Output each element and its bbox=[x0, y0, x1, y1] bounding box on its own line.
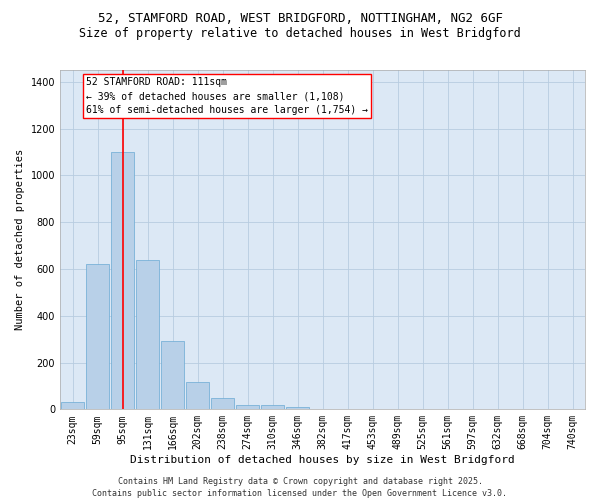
Bar bbox=[186, 382, 209, 409]
Y-axis label: Number of detached properties: Number of detached properties bbox=[15, 149, 25, 330]
Text: 52, STAMFORD ROAD, WEST BRIDGFORD, NOTTINGHAM, NG2 6GF: 52, STAMFORD ROAD, WEST BRIDGFORD, NOTTI… bbox=[97, 12, 503, 26]
Bar bbox=[286, 406, 309, 410]
Text: Contains HM Land Registry data © Crown copyright and database right 2025.
Contai: Contains HM Land Registry data © Crown c… bbox=[92, 476, 508, 498]
Bar bbox=[236, 404, 259, 409]
Bar bbox=[86, 264, 109, 410]
Bar bbox=[136, 260, 159, 410]
Text: Size of property relative to detached houses in West Bridgford: Size of property relative to detached ho… bbox=[79, 28, 521, 40]
Text: 52 STAMFORD ROAD: 111sqm
← 39% of detached houses are smaller (1,108)
61% of sem: 52 STAMFORD ROAD: 111sqm ← 39% of detach… bbox=[86, 77, 368, 115]
Bar bbox=[211, 398, 234, 409]
Bar bbox=[61, 402, 84, 409]
Bar bbox=[111, 152, 134, 409]
X-axis label: Distribution of detached houses by size in West Bridgford: Distribution of detached houses by size … bbox=[130, 455, 515, 465]
Bar bbox=[261, 405, 284, 409]
Bar bbox=[161, 342, 184, 409]
